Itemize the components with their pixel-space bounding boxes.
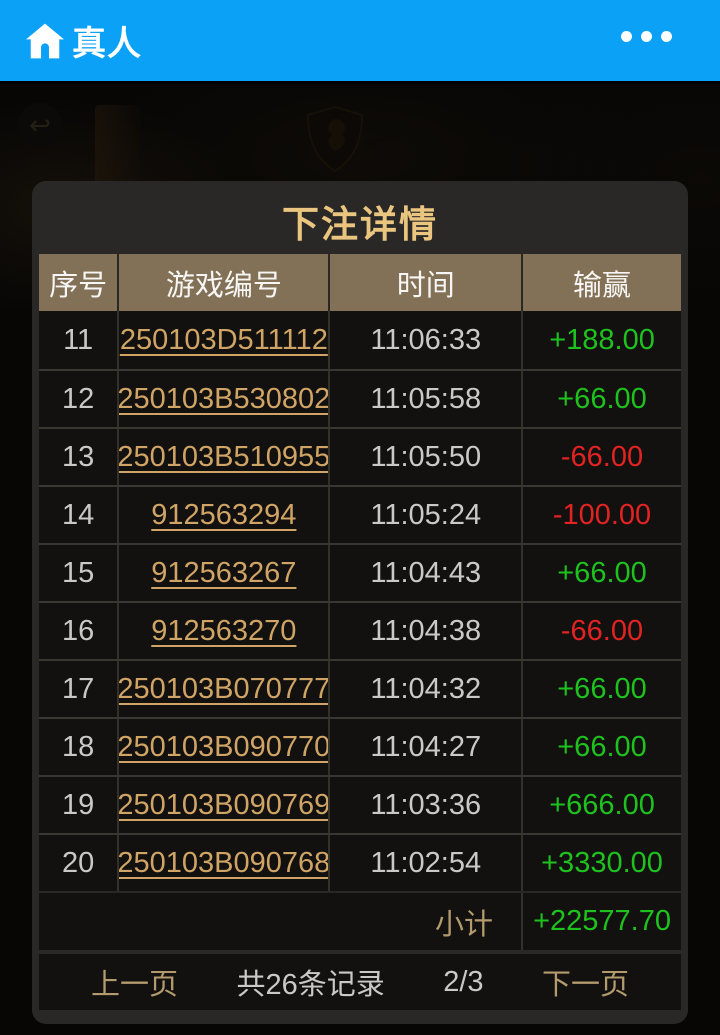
- row-index: 14: [39, 487, 120, 543]
- row-result: +3330.00: [541, 846, 663, 879]
- menu-ellipsis-icon[interactable]: [621, 31, 672, 42]
- row-time: 11:05:24: [330, 487, 524, 543]
- row-time: 11:02:54: [330, 835, 524, 891]
- back-arrow-icon: ↩: [29, 109, 51, 140]
- game-id-link[interactable]: 250103B090769: [119, 788, 331, 821]
- row-index: 13: [39, 429, 120, 485]
- table-header-row: 序号 游戏编号 时间 输赢: [39, 254, 681, 311]
- row-index: 18: [39, 719, 120, 775]
- table-row: 15 912563267 11:04:43 +66.00: [39, 543, 681, 601]
- row-result: +188.00: [549, 323, 655, 356]
- row-index: 15: [39, 545, 120, 601]
- table-row: 18 250103B090770 11:04:27 +66.00: [39, 717, 681, 775]
- row-time: 11:05:58: [330, 371, 524, 427]
- table-row: 12 250103B530802 11:05:58 +66.00: [39, 369, 681, 427]
- row-time: 11:04:32: [330, 661, 524, 717]
- col-header-index: 序号: [39, 254, 120, 311]
- prev-page-button[interactable]: 上一页: [91, 969, 179, 1001]
- row-time: 11:04:27: [330, 719, 524, 775]
- back-button[interactable]: ↩: [18, 103, 62, 147]
- next-page-button[interactable]: 下一页: [541, 969, 629, 1001]
- game-id-link[interactable]: 250103B090768: [119, 846, 331, 879]
- row-time: 11:05:50: [330, 429, 524, 485]
- col-header-game-id: 游戏编号: [119, 254, 331, 311]
- appbar: 真人: [0, 0, 720, 84]
- row-result: +66.00: [557, 382, 647, 415]
- col-header-result: 输赢: [573, 269, 632, 302]
- game-id-link[interactable]: 912563294: [151, 498, 297, 531]
- subtotal-label: 小计: [39, 893, 524, 950]
- game-id-link[interactable]: 250103D511112: [119, 323, 328, 356]
- row-result: -100.00: [552, 498, 652, 531]
- home-button[interactable]: 真人: [26, 16, 142, 65]
- records-count: 共26条记录: [236, 969, 385, 1001]
- row-time: 11:03:36: [330, 777, 524, 833]
- table-row: 13 250103B510955 11:05:50 -66.00: [39, 427, 681, 485]
- pagination-bar: 上一页 共26条记录 2/3 下一页: [39, 954, 681, 1010]
- row-index: 17: [39, 661, 120, 717]
- row-result: +66.00: [557, 672, 647, 705]
- table-row: 19 250103B090769 11:03:36 +666.00: [39, 775, 681, 833]
- row-result: +666.00: [549, 788, 655, 821]
- table-row: 17 250103B070777 11:04:32 +66.00: [39, 659, 681, 717]
- row-time: 11:06:33: [330, 311, 524, 369]
- row-time: 11:04:43: [330, 545, 524, 601]
- game-id-link[interactable]: 250103B070777: [119, 672, 331, 705]
- table-row: 16 912563270 11:04:38 -66.00: [39, 601, 681, 659]
- row-index: 19: [39, 777, 120, 833]
- shield-logo-icon: [276, 105, 394, 173]
- table-body: 11 250103D511112 11:06:33 +188.00 12 250…: [39, 311, 681, 891]
- row-index: 12: [39, 371, 120, 427]
- table-row: 14 912563294 11:05:24 -100.00: [39, 485, 681, 543]
- home-icon: [26, 23, 64, 58]
- game-id-link[interactable]: 912563267: [151, 556, 297, 589]
- subtotal-value: +22577.70: [533, 905, 671, 937]
- row-result: -66.00: [560, 614, 644, 647]
- row-index: 16: [39, 603, 120, 659]
- row-index: 11: [39, 311, 120, 369]
- row-index: 20: [39, 835, 120, 891]
- page-title: 真人: [72, 25, 142, 63]
- bet-detail-modal: 下注详情 序号 游戏编号 时间 输赢 11 250103D511112 11:0…: [32, 181, 688, 1024]
- table-row: 11 250103D511112 11:06:33 +188.00: [39, 311, 681, 369]
- row-result: -66.00: [560, 440, 644, 473]
- page-indicator: 2/3: [443, 965, 484, 998]
- modal-title: 下注详情: [282, 204, 438, 245]
- game-id-link[interactable]: 912563270: [151, 614, 297, 647]
- game-id-link[interactable]: 250103B530802: [119, 382, 331, 415]
- row-time: 11:04:38: [330, 603, 524, 659]
- game-id-link[interactable]: 250103B510955: [119, 440, 331, 473]
- col-header-time: 时间: [330, 254, 524, 311]
- subtotal-row: 小计 +22577.70: [39, 893, 681, 950]
- table-row: 20 250103B090768 11:02:54 +3330.00: [39, 833, 681, 891]
- game-id-link[interactable]: 250103B090770: [119, 730, 331, 763]
- row-result: +66.00: [557, 730, 647, 763]
- row-result: +66.00: [557, 556, 647, 589]
